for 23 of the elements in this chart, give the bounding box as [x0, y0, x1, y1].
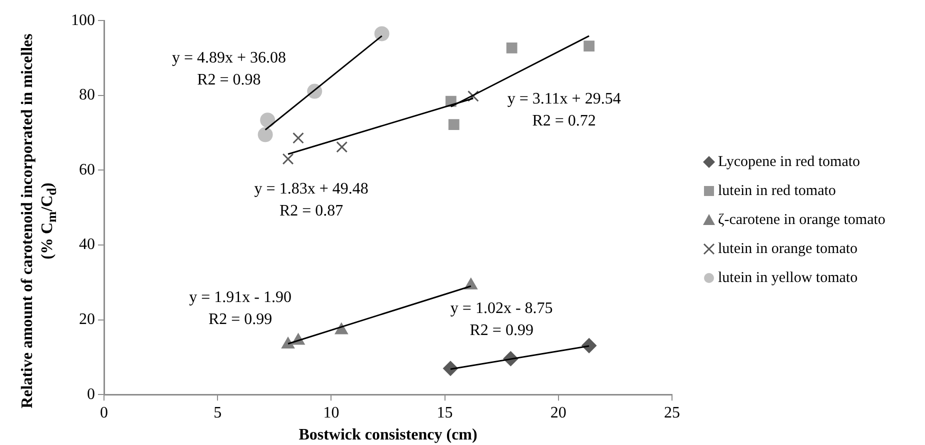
x-tick-label: 5 [214, 404, 222, 422]
y-tick-label: 80 [79, 86, 95, 104]
annotation: y = 1.83x + 49.48 R2 = 0.87 [254, 180, 368, 220]
x-tick-label: 10 [323, 404, 340, 422]
x-axis-title: Bostwick consistency (cm) [298, 426, 478, 444]
y-tick-label: 20 [79, 311, 95, 328]
legend-label: lutein in yellow tomato [718, 269, 858, 288]
y-tick-label: 60 [79, 161, 95, 178]
x-tick-label: 15 [436, 404, 453, 422]
legend-label: lutein in red tomato [718, 182, 836, 201]
y-tick-label: 40 [79, 236, 95, 254]
legend-label: ζ-carotene in orange tomato [718, 211, 886, 230]
annotation: y = 3.11x + 29.54 R2 = 0.72 [507, 90, 621, 130]
legend-label: lutein in orange tomato [718, 240, 858, 259]
x-tick-label: 0 [100, 404, 108, 422]
x-tick-label: 25 [664, 404, 680, 422]
annotation: y = 1.91x - 1.90 R2 = 0.99 [189, 288, 292, 328]
annotation: y = 4.89x + 36.08 R2 = 0.98 [172, 49, 286, 88]
annotation: y = 1.02x - 8.75 R2 = 0.99 [450, 300, 553, 340]
y-tick-label: 0 [87, 386, 95, 403]
legend-label: Lycopene in red tomato [718, 153, 860, 172]
y-tick-label: 100 [71, 12, 95, 29]
x-tick-label: 20 [550, 404, 566, 422]
